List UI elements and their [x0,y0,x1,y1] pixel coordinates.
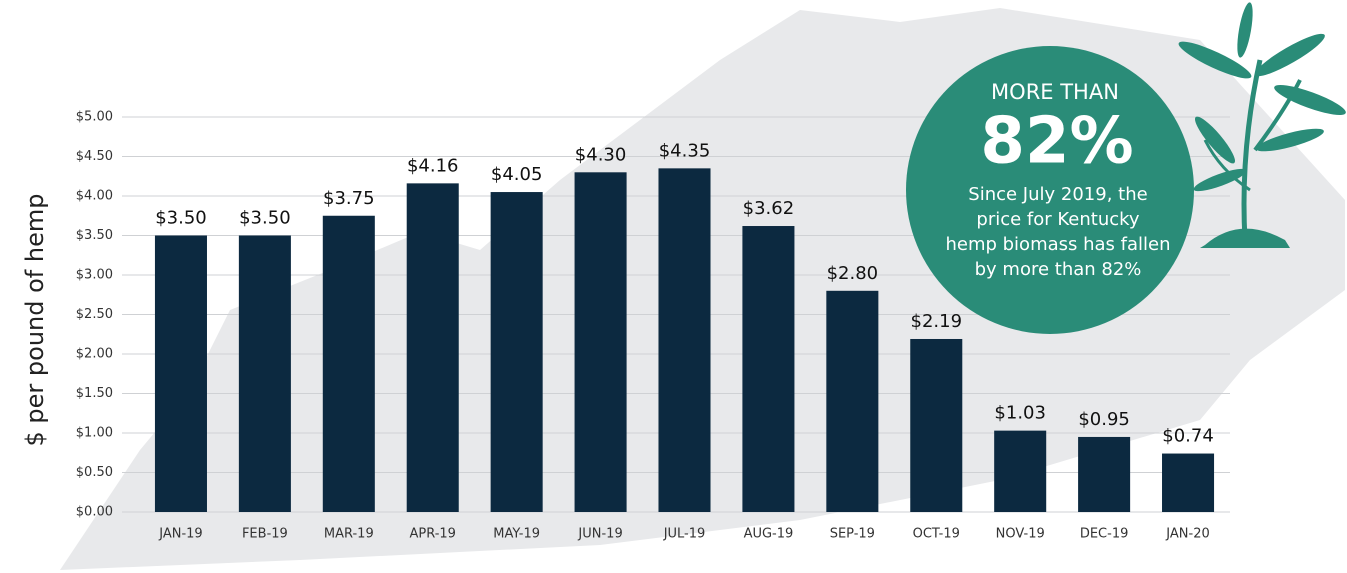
bar [406,183,459,513]
x-tick-label: AUG-19 [744,527,794,542]
y-tick-label: $2.00 [76,347,113,362]
y-tick-label: $5.00 [76,110,113,125]
bar [658,168,711,512]
x-tick-label: OCT-19 [913,527,960,542]
hemp-icon [1178,2,1346,248]
y-tick-label: $0.00 [76,505,113,520]
value-label: $4.35 [659,140,711,161]
x-tick-label: JAN-19 [158,527,202,542]
y-tick-label: $1.50 [76,386,113,401]
value-label: $0.74 [1162,426,1214,447]
x-tick-label: DEC-19 [1080,527,1129,542]
bar [238,235,291,512]
annotation-circle [906,46,1194,334]
bar [322,215,375,512]
x-tick-label: MAR-19 [324,527,374,542]
bar [994,430,1047,512]
value-label: $4.30 [575,144,627,165]
value-label: $4.16 [407,155,459,176]
x-tick-label: MAY-19 [493,527,540,542]
bar [742,226,795,512]
value-label: $2.80 [827,263,879,284]
plots: $0.00 $0.50 $1.00 $1.50 $2.00 $2.50 $3.00 $3.50… [76,110,1230,542]
bar [826,290,879,512]
value-label: $3.75 [323,188,375,209]
x-tick-label: JUN-19 [577,527,622,542]
x-tick-label: JAN-20 [1165,527,1209,542]
bar [1078,436,1131,512]
x-tick-label: FEB-19 [242,527,288,542]
value-label: $2.19 [911,311,963,332]
y-tick-label: $2.50 [76,307,113,322]
annotation-body: by more than 82% [975,259,1142,280]
y-tick-label: $0.50 [76,465,113,480]
annotation-body: price for Kentucky [976,209,1140,230]
x-tick-label: APR-19 [409,527,455,542]
bar [574,172,627,513]
bar [910,338,963,512]
bar [154,235,207,512]
bar [1162,453,1215,512]
annotation-heading: MORE THAN [991,80,1119,104]
value-label: $1.03 [994,403,1046,424]
y-axis-label: $ per pound of hemp [21,194,49,447]
annotation-body: hemp biomass has fallen [945,234,1170,255]
y-tick-label: $4.50 [76,149,113,164]
annotation-body: Since July 2019, the [968,184,1147,205]
value-label: $4.05 [491,164,543,185]
y-tick-label: $3.50 [76,228,113,243]
bar [490,192,543,513]
annotation-highlight: 82% [980,105,1133,179]
x-tick-label: NOV-19 [996,527,1045,542]
value-label: $3.50 [155,208,207,229]
y-tick-label: $3.00 [76,268,113,283]
value-label: $0.95 [1078,409,1130,430]
y-tick-label: $4.00 [76,189,113,204]
value-label: $3.62 [743,198,795,219]
y-tick-label: $1.00 [76,426,113,441]
x-tick-label: JUL-19 [663,527,706,542]
x-tick-label: SEP-19 [830,527,875,542]
value-label: $3.50 [239,208,291,229]
